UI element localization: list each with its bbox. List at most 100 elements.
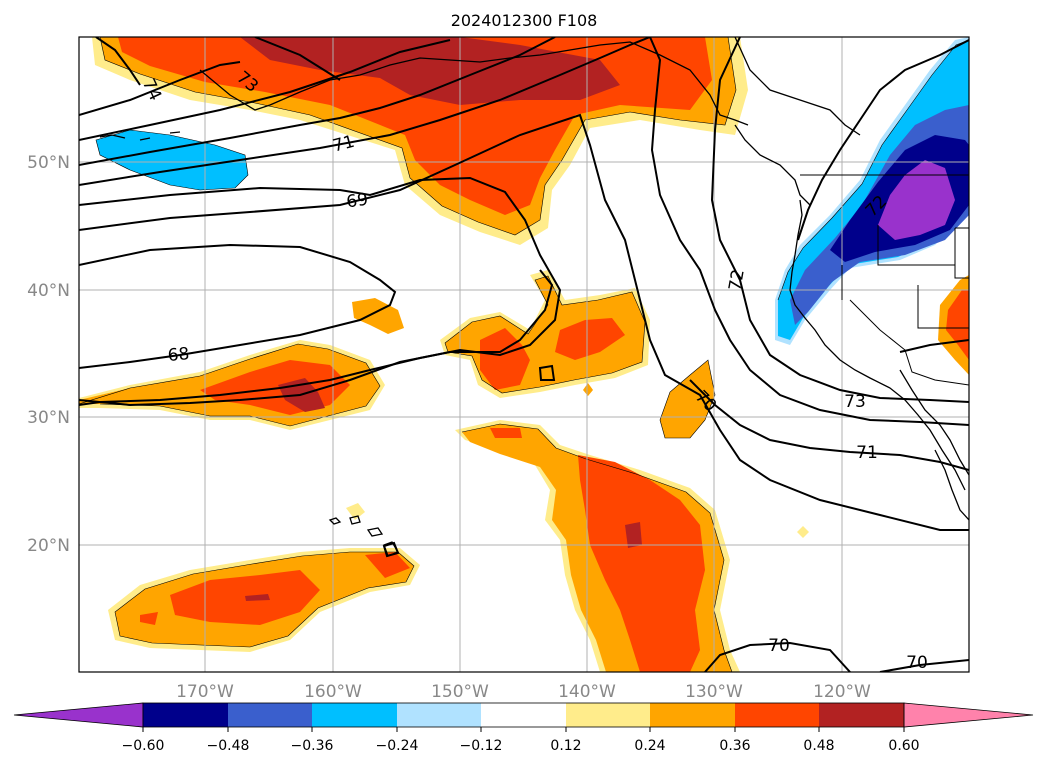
contour-ribbon-3 <box>79 113 969 531</box>
contour-70-ring <box>79 269 554 407</box>
colorbar-swatch <box>228 703 312 727</box>
contour-72 <box>649 37 969 426</box>
baja-coast <box>899 369 969 476</box>
anomaly-region-south-red <box>490 428 705 672</box>
colorbar-tick-label: −0.24 <box>376 738 419 754</box>
lon-label: 160°W <box>304 682 362 702</box>
map-frame <box>78 36 970 673</box>
lon-label: 130°W <box>685 682 743 702</box>
positive-anomaly-fills <box>79 37 969 672</box>
colorbar-swatch <box>566 703 650 727</box>
colorbar-tick-label: −0.60 <box>122 738 165 754</box>
anomaly-region-hawaii-darkred <box>245 594 270 601</box>
colorbar-extend-left <box>13 702 144 728</box>
map-content: 74 73 71 69 68 72 70 73 71 70 70 72 <box>79 37 969 673</box>
lon-label: 140°W <box>558 682 616 702</box>
lat-label: 30°N <box>27 408 70 428</box>
anomaly-dot-3 <box>346 503 365 520</box>
anomaly-dot-2 <box>797 526 809 538</box>
contour-74 <box>95 37 141 86</box>
borders <box>800 174 969 386</box>
contour-label: 68 <box>167 344 190 366</box>
contour-label: 70 <box>768 636 790 656</box>
contour-ne-2 <box>899 339 969 353</box>
height-contours <box>79 37 969 672</box>
lat-label: 50°N <box>27 153 70 173</box>
alaska-coast <box>199 41 749 126</box>
colorbar-tick-label: 0.36 <box>719 738 750 754</box>
contour-70-se <box>879 659 969 672</box>
contour-71 <box>79 37 556 166</box>
contour-70-south <box>704 641 851 672</box>
latitude-labels: 50°N 40°N 30°N 20°N <box>27 153 70 556</box>
colorbar-tick-label: 0.24 <box>634 738 665 754</box>
colorbar-swatch <box>481 703 566 727</box>
bc-coast <box>734 124 811 206</box>
contour-label: 71 <box>856 443 878 463</box>
canada-interior-coast <box>734 37 861 136</box>
lat-label: 20°N <box>27 536 70 556</box>
anomaly-region-east-red <box>946 290 969 360</box>
colorbar-swatch <box>143 703 228 727</box>
anomaly-region-north-darkred <box>240 37 620 105</box>
state-border-2 <box>954 227 969 279</box>
colorbar-swatch <box>819 703 904 727</box>
contour-hawaii-loop <box>382 541 400 558</box>
anomaly-region-neg-west <box>96 130 248 190</box>
contour-73-east <box>710 37 969 403</box>
contour-71-east <box>689 379 969 471</box>
lon-label: 170°W <box>176 682 234 702</box>
anomaly-region-central-red <box>480 318 625 390</box>
hawaii-islands <box>328 515 399 557</box>
aleutians <box>99 131 181 141</box>
state-border-1 <box>877 225 955 266</box>
colorbar-extend-right <box>903 702 1034 728</box>
contour-label: 72 <box>725 268 748 293</box>
negative-anomaly-fills <box>96 37 969 345</box>
colorbar-tick-label: 0.60 <box>888 738 919 754</box>
contour-label: 70 <box>906 653 928 673</box>
contour-73-ne <box>254 37 341 81</box>
anomaly-region-south-darkred <box>625 522 642 548</box>
contour-68 <box>79 243 397 369</box>
longitude-labels: 170°W 160°W 150°W 140°W 130°W 120°W <box>176 682 871 702</box>
contour-ribbon-2 <box>79 37 651 186</box>
state-border-3 <box>917 285 969 329</box>
colorbar-tick-label: −0.12 <box>460 738 503 754</box>
us-west-coast <box>789 199 966 491</box>
colorbar-tick-labels: −0.60 −0.48 −0.36 −0.24 −0.12 0.12 0.24 … <box>122 738 920 754</box>
contour-label: 73 <box>844 392 866 412</box>
anomaly-region-small-2 <box>660 360 715 438</box>
map-title: 2024012300 F108 <box>451 11 598 30</box>
contour-small-loop <box>538 364 556 381</box>
anomaly-region-neg-east-purple <box>878 160 955 240</box>
contour-73-west <box>79 61 241 116</box>
anomaly-outlines <box>79 37 969 672</box>
colorbar-tick-label: −0.48 <box>207 738 250 754</box>
colorbar-ticks <box>142 727 905 732</box>
coastlines <box>99 37 969 557</box>
state-border-4 <box>849 299 969 386</box>
anomaly-region-hawaii-red <box>140 552 410 625</box>
colorbar-swatch <box>735 703 819 727</box>
lon-label: 120°W <box>813 682 871 702</box>
colorbar-tick-label: 0.12 <box>550 738 581 754</box>
colorbar-tick-label: 0.48 <box>803 738 834 754</box>
anomaly-dot-1 <box>583 383 593 396</box>
colorbar-swatch <box>397 703 481 727</box>
graticule <box>79 37 969 672</box>
colorbar-swatch <box>312 703 397 727</box>
lon-label: 150°W <box>431 682 489 702</box>
colorbar-tick-label: −0.36 <box>291 738 334 754</box>
colorbar-swatch <box>650 703 735 727</box>
contour-ribbon-1 <box>79 39 451 141</box>
contour-ne-1 <box>797 39 969 241</box>
colorbar: −0.60 −0.48 −0.36 −0.24 −0.12 0.12 0.24 … <box>13 702 1034 754</box>
lat-label: 40°N <box>27 281 70 301</box>
contour-69 <box>79 176 562 406</box>
contour-label: 69 <box>345 190 369 213</box>
anomaly-region-small-1 <box>352 298 404 334</box>
colorbar-frame <box>142 702 905 728</box>
